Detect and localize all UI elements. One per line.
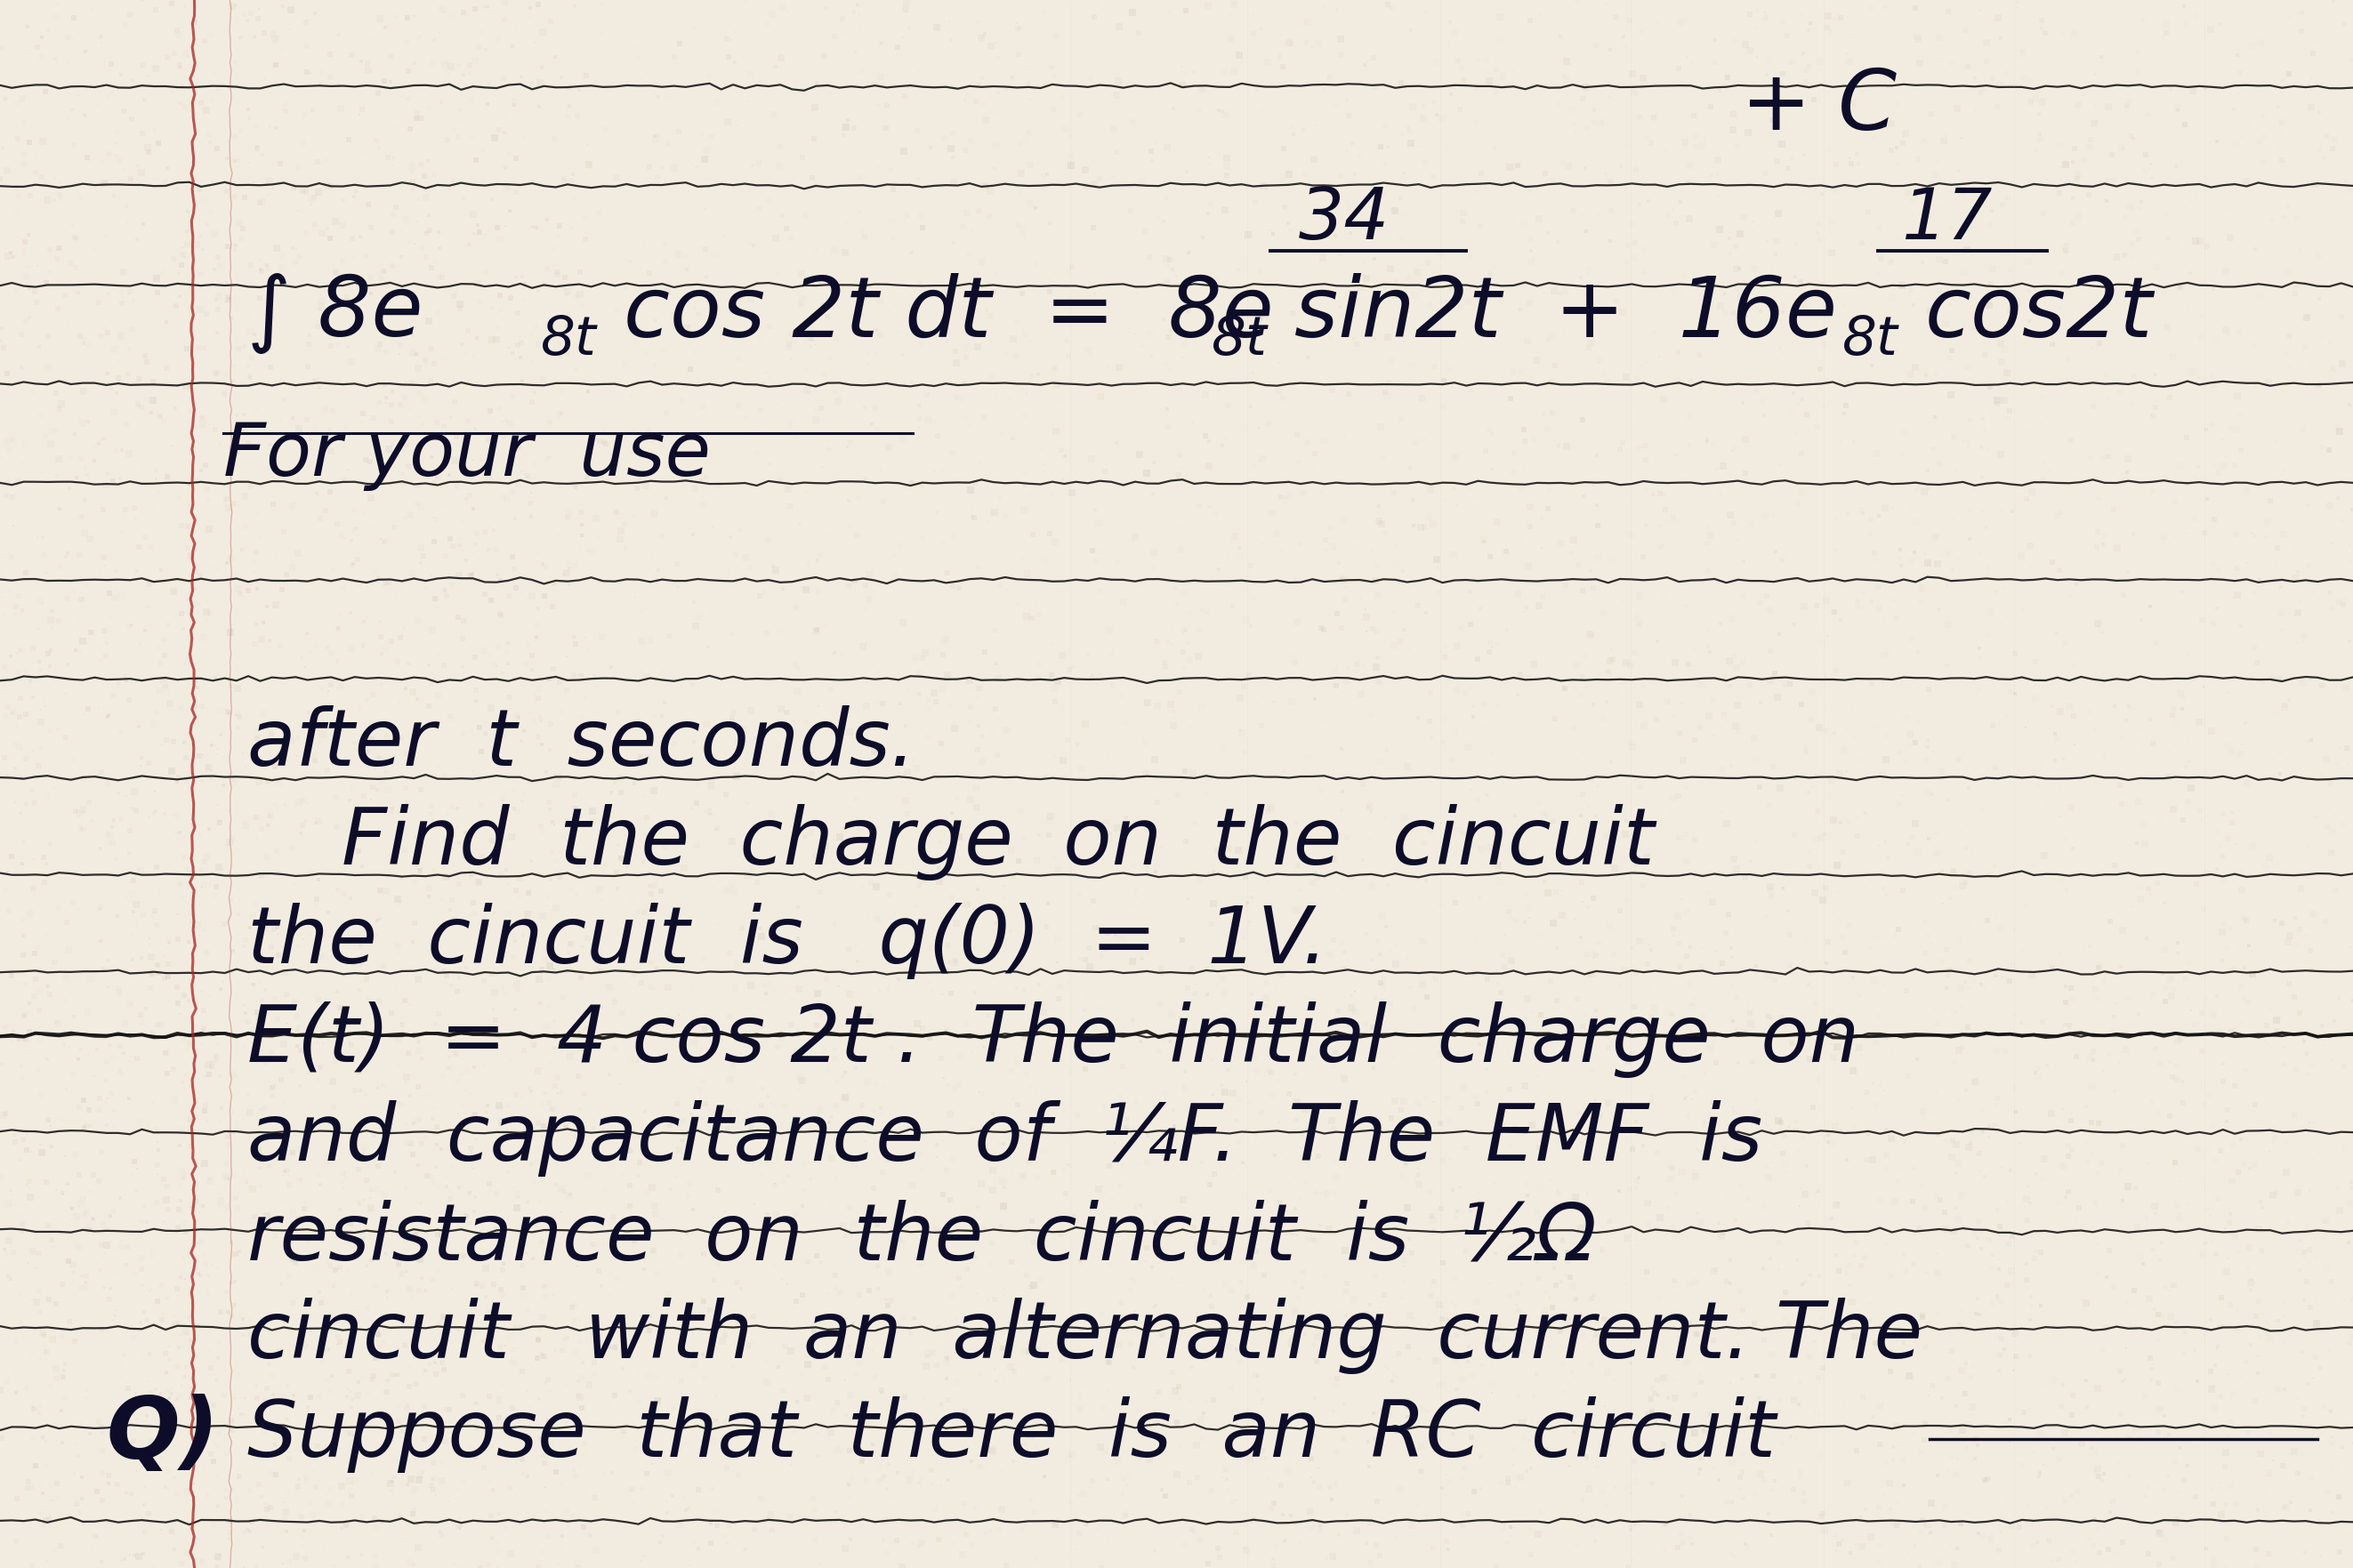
Text: + C: + C: [1741, 66, 1897, 147]
Text: 8t: 8t: [1842, 314, 1899, 367]
Text: 8t: 8t: [1212, 314, 1268, 367]
Text: Find  the  charge  on  the  cincuit: Find the charge on the cincuit: [341, 804, 1654, 880]
Text: 8t: 8t: [541, 314, 598, 367]
Text: 17: 17: [1901, 185, 1993, 254]
Text: E(t)  =  4 cos 2t .  The  initial  charge  on: E(t) = 4 cos 2t . The initial charge on: [247, 1002, 1859, 1077]
Text: cos2t: cos2t: [1925, 273, 2153, 354]
Text: cincuit   with  an  alternating  current. The: cincuit with an alternating current. The: [247, 1298, 1922, 1374]
Text: Q): Q): [106, 1394, 219, 1475]
Text: the  cincuit  is   q(0)  =  1V.: the cincuit is q(0) = 1V.: [247, 903, 1327, 978]
Text: resistance  on  the  cincuit  is  ½Ω: resistance on the cincuit is ½Ω: [247, 1200, 1595, 1275]
Text: and  capacitance  of  ¼F.  The  EMF  is: and capacitance of ¼F. The EMF is: [247, 1101, 1762, 1176]
Text: For your  use: For your use: [224, 419, 711, 491]
Text: after  t  seconds.: after t seconds.: [247, 706, 915, 781]
Text: Suppose  that  there  is  an  RC  circuit: Suppose that there is an RC circuit: [247, 1397, 1777, 1472]
Text: ∫ 8e: ∫ 8e: [247, 273, 424, 354]
Text: 34: 34: [1299, 185, 1391, 254]
Text: sin2t  +  16e: sin2t + 16e: [1294, 273, 1838, 354]
Text: cos 2t dt  =  8e: cos 2t dt = 8e: [624, 273, 1273, 354]
